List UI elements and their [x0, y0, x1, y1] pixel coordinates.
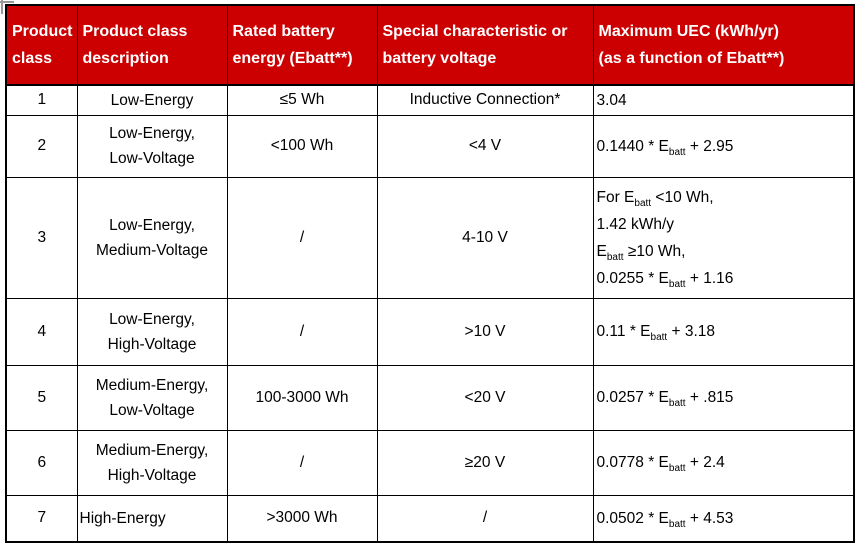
cell-product-class: 7 [5, 494, 78, 543]
header-special-characteristic: Special characteristic or battery voltag… [376, 4, 594, 86]
table-row: 2 Low-Energy, Low-Voltage <100 Wh <4 V 0.… [5, 114, 855, 178]
cell-maximum-uec: 0.0778 * Ebatt + 2.4 [592, 429, 855, 496]
header-line: class [12, 50, 53, 67]
header-line: Product class [82, 23, 188, 40]
cell-product-class: 1 [5, 84, 78, 116]
header-line: Product [12, 23, 73, 40]
table-row: 4 Low-Energy, High-Voltage / >10 V 0.11 *… [5, 297, 855, 366]
cell-special-characteristic: / [376, 494, 594, 543]
table-row: 7 High-Energy >3000 Wh / 0.0502 * Ebatt … [5, 494, 855, 543]
cell-rated-battery-energy: / [226, 176, 378, 299]
cell-product-class-description: Low-Energy [76, 84, 228, 116]
cell-rated-battery-energy: ≤5 Wh [226, 84, 378, 116]
header-line: Maximum UEC (kWh/yr) [598, 23, 779, 40]
corner-mark-vertical [1, 0, 3, 14]
cell-rated-battery-energy: / [226, 429, 378, 496]
header-rated-battery-energy: Rated battery energy (Ebatt**) [226, 4, 378, 86]
cell-special-characteristic: <20 V [376, 364, 594, 431]
header-row: Product class Product class description … [5, 4, 855, 86]
table-row: 3 Low-Energy, Medium-Voltage / 4-10 V For… [5, 176, 855, 299]
cell-product-class-description: High-Energy [76, 494, 228, 543]
cell-product-class: 3 [5, 176, 78, 299]
table-row: 6 Medium-Energy, High-Voltage / ≥20 V 0.0… [5, 429, 855, 496]
cell-rated-battery-energy: / [226, 297, 378, 366]
cell-rated-battery-energy: <100 Wh [226, 114, 378, 178]
header-line: Special characteristic or [382, 23, 568, 40]
cell-special-characteristic: <4 V [376, 114, 594, 178]
cell-maximum-uec: 0.0502 * Ebatt + 4.53 [592, 494, 855, 543]
cell-product-class-description: Low-Energy, Low-Voltage [76, 114, 228, 178]
cell-rated-battery-energy: 100-3000 Wh [226, 364, 378, 431]
table-row: 5 Medium-Energy, Low-Voltage 100-3000 Wh … [5, 364, 855, 431]
cell-rated-battery-energy: >3000 Wh [226, 494, 378, 543]
header-line: Rated battery [232, 23, 335, 40]
header-maximum-uec: Maximum UEC (kWh/yr) (as a function of E… [592, 4, 855, 86]
cell-special-characteristic: ≥20 V [376, 429, 594, 496]
header-line: battery voltage [382, 50, 497, 67]
cell-product-class: 6 [5, 429, 78, 496]
cell-special-characteristic: 4-10 V [376, 176, 594, 299]
corner-mark-horizontal [0, 1, 14, 3]
header-line: description [82, 50, 169, 67]
cell-maximum-uec: 3.04 [592, 84, 855, 116]
cell-product-class: 2 [5, 114, 78, 178]
cell-product-class-description: Low-Energy, Medium-Voltage [76, 176, 228, 299]
cell-maximum-uec: 0.0257 * Ebatt + .815 [592, 364, 855, 431]
cell-special-characteristic: >10 V [376, 297, 594, 366]
cell-product-class-description: Low-Energy, High-Voltage [76, 297, 228, 366]
cell-product-class-description: Medium-Energy, Low-Voltage [76, 364, 228, 431]
cell-product-class-description: Medium-Energy, High-Voltage [76, 429, 228, 496]
table-body: 1 Low-Energy ≤5 Wh Inductive Connection*… [5, 84, 855, 543]
cell-special-characteristic: Inductive Connection* [376, 84, 594, 116]
cell-product-class: 5 [5, 364, 78, 431]
header-line: (as a function of Ebatt**) [598, 50, 785, 67]
cell-maximum-uec: For Ebatt <10 Wh, 1.42 kWh/y Ebatt ≥10 Wh,… [592, 176, 855, 299]
cell-maximum-uec: 0.11 * Ebatt + 3.18 [592, 297, 855, 366]
table-row: 1 Low-Energy ≤5 Wh Inductive Connection*… [5, 84, 855, 116]
header-line: energy (Ebatt**) [232, 50, 353, 67]
cell-product-class: 4 [5, 297, 78, 366]
battery-charger-uec-table: Product class Product class description … [5, 4, 855, 543]
header-product-class-description: Product class description [76, 4, 228, 86]
cell-maximum-uec: 0.1440 * Ebatt + 2.95 [592, 114, 855, 178]
header-product-class: Product class [5, 4, 78, 86]
